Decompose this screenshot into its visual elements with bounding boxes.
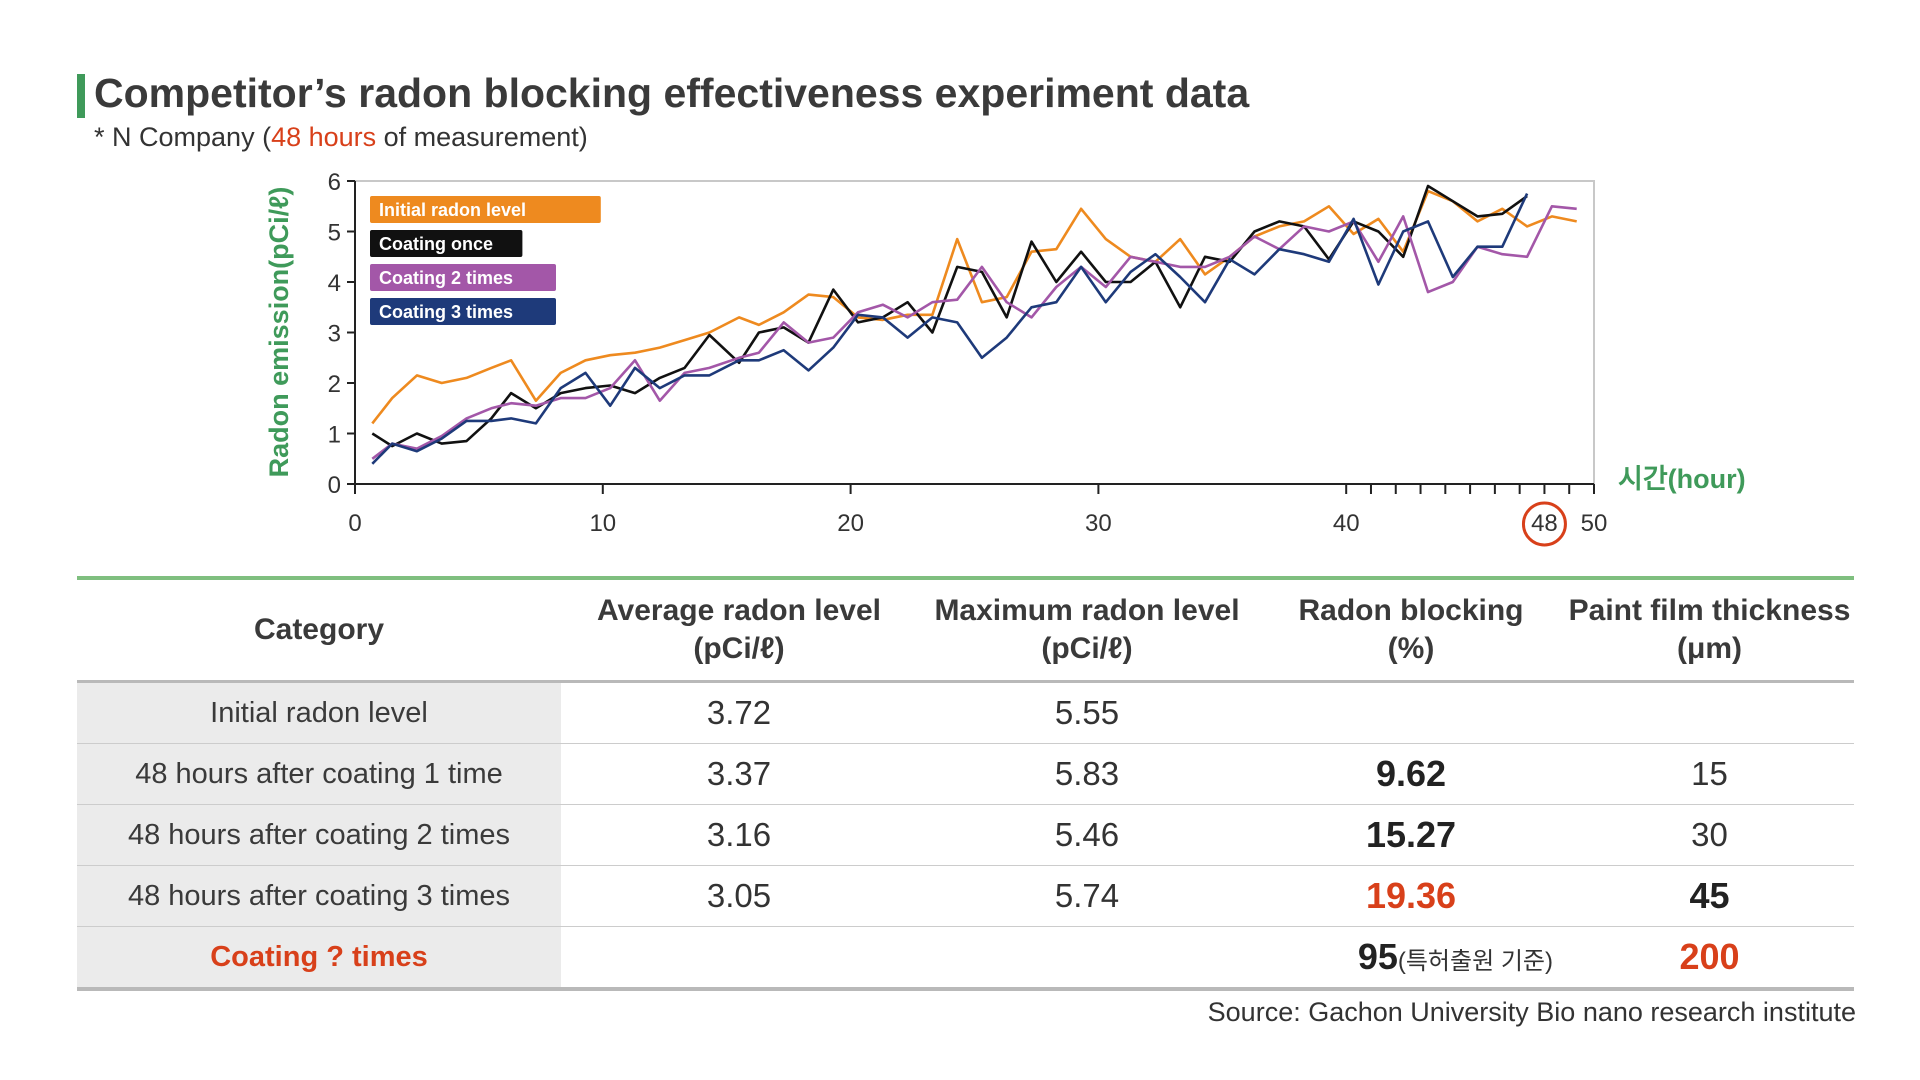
x-tick-label: 0	[348, 510, 361, 537]
legend-label: Initial radon level	[379, 200, 526, 220]
row-maximum: 5.74	[917, 865, 1257, 927]
header-thickness: Paint film thickness (μm)	[1565, 576, 1854, 683]
x-tick-label: 40	[1333, 510, 1360, 537]
row-maximum: 5.83	[917, 743, 1257, 805]
y-tick-label: 3	[328, 321, 341, 348]
source-note: Source: Gachon University Bio nano resea…	[1207, 997, 1856, 1027]
legend-swatch	[370, 230, 523, 257]
row-thickness: 45	[1565, 865, 1854, 927]
legend-label: Coating 3 times	[379, 302, 513, 322]
subtitle-suffix: of measurement)	[376, 122, 588, 152]
y-tick-label: 4	[328, 270, 341, 297]
row-blocking: 19.36	[1257, 865, 1565, 927]
row-thickness	[1565, 681, 1854, 744]
row-blocking-cell: 95(특허출원 기준)	[1257, 926, 1565, 991]
row-category: Coating ? times	[77, 926, 561, 991]
row-maximum	[917, 926, 1257, 991]
row-maximum: 5.46	[917, 804, 1257, 866]
table-header-row: Category Average radon level (pCi/ℓ) Max…	[77, 576, 1854, 683]
row-blocking	[1257, 681, 1565, 744]
row-average: 3.16	[561, 804, 917, 866]
subtitle: * N Company (48 hours of measurement)	[94, 122, 588, 153]
header-average: Average radon level (pCi/ℓ)	[561, 576, 917, 683]
header-category: Category	[77, 576, 561, 683]
table-row: 48 hours after coating 1 time 3.37 5.83 …	[77, 743, 1854, 805]
y-tick-label: 1	[328, 422, 341, 449]
radon-data-table: Category Average radon level (pCi/ℓ) Max…	[77, 576, 1854, 991]
series-line	[371, 193, 1529, 465]
row-category: 48 hours after coating 1 time	[77, 743, 561, 805]
legend-swatch	[370, 298, 556, 325]
row-average: 3.37	[561, 743, 917, 805]
x-marker-circle	[1521, 501, 1567, 547]
y-tick-label: 5	[328, 220, 341, 247]
row-thickness: 30	[1565, 804, 1854, 866]
row-blocking: 9.62	[1257, 743, 1565, 805]
legend-swatch	[370, 196, 601, 223]
y-axis-title: Radon emission(pCi/ℓ)	[264, 187, 294, 478]
header-maximum: Maximum radon level (pCi/ℓ)	[917, 576, 1257, 683]
x-tick-label: 20	[837, 510, 864, 537]
row-average: 3.05	[561, 865, 917, 927]
x-tick-label: 50	[1581, 510, 1608, 537]
row-blocking: 95	[1357, 936, 1398, 977]
x-marker-label: 48	[1531, 510, 1558, 537]
row-blocking-note: (특허출원 기준)	[1397, 948, 1553, 975]
row-blocking: 15.27	[1257, 804, 1565, 866]
y-tick-label: 6	[328, 169, 341, 196]
legend-label: Coating 2 times	[379, 268, 513, 288]
y-tick-label: 0	[328, 472, 341, 499]
row-category: 48 hours after coating 2 times	[77, 804, 561, 866]
plot-frame	[354, 180, 1595, 485]
table-row: Coating ? times 95(특허출원 기준) 200	[77, 926, 1854, 991]
row-average: 3.72	[561, 681, 917, 744]
series-line	[371, 205, 1577, 460]
x-axis-title: 시간(hour)	[1618, 464, 1746, 494]
table-row: Initial radon level 3.72 5.55	[77, 681, 1854, 744]
page-title: Competitor’s radon blocking effectivenes…	[94, 70, 1250, 116]
title-accent-bar	[77, 74, 85, 118]
table-row: 48 hours after coating 3 times 3.05 5.74…	[77, 865, 1854, 927]
radon-line-chart: 0 1 2 3 4 5 6 0 10 20 30 40 50 48 Radon emission(pCi/ℓ…	[264, 169, 1746, 547]
header-blocking: Radon blocking (%)	[1257, 576, 1565, 683]
x-tick-label: 30	[1085, 510, 1112, 537]
row-category: Initial radon level	[77, 681, 561, 744]
legend-label: Coating once	[379, 234, 493, 254]
row-maximum: 5.55	[917, 681, 1257, 744]
y-tick-label: 2	[328, 371, 341, 398]
row-average	[561, 926, 917, 991]
subtitle-highlight: 48 hours	[271, 122, 377, 152]
row-category: 48 hours after coating 3 times	[77, 865, 561, 927]
x-tick-label: 10	[589, 510, 616, 537]
row-thickness: 15	[1565, 743, 1854, 805]
subtitle-prefix: * N Company (	[94, 122, 272, 152]
legend-swatch	[370, 264, 556, 291]
table-row: 48 hours after coating 2 times 3.16 5.46…	[77, 804, 1854, 866]
row-thickness: 200	[1565, 926, 1854, 991]
